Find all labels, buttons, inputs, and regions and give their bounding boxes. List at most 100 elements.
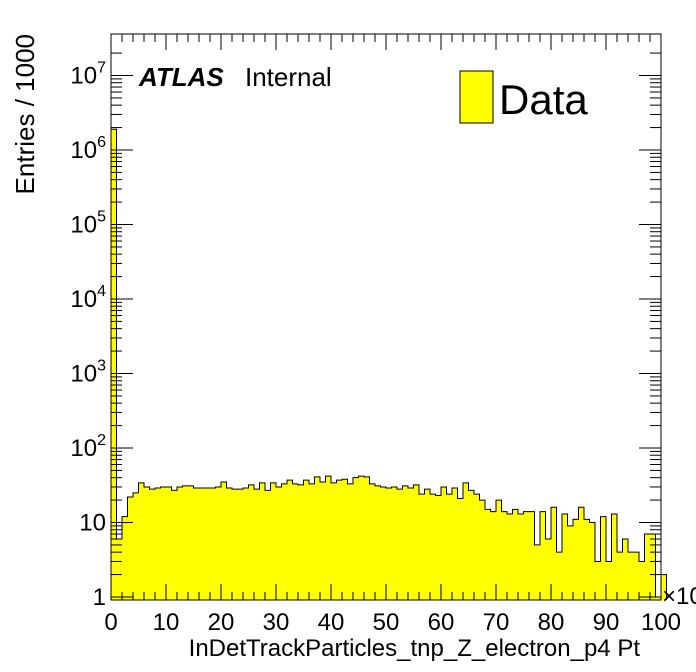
- histogram-bar: [540, 511, 546, 600]
- histogram-bar: [529, 511, 535, 600]
- histogram-bar: [507, 514, 513, 600]
- histogram-bar: [127, 496, 134, 600]
- histogram-bar: [600, 516, 607, 600]
- histogram-bar: [655, 597, 662, 600]
- legend: Data: [459, 70, 588, 124]
- x-tick-label: 90: [593, 609, 620, 636]
- histogram-bar: [177, 486, 183, 600]
- atlas-label: ATLAS Internal: [138, 62, 332, 92]
- histogram-bar: [501, 511, 508, 600]
- histogram-bar: [336, 480, 343, 600]
- x-tick-label: 20: [208, 609, 235, 636]
- x-tick-label: 60: [428, 609, 455, 636]
- histogram-bar: [270, 482, 277, 600]
- histogram-bar: [160, 486, 167, 600]
- legend-label: Data: [499, 76, 588, 123]
- histogram-bar: [391, 486, 398, 600]
- y-tick-label: 10: [79, 510, 106, 537]
- histogram-bar: [397, 489, 403, 600]
- y-tick-base: 1: [93, 584, 106, 611]
- x-tick-labels: 0 10 20 30 40 50 60 70 80 90 100: [104, 609, 681, 636]
- histogram-bar: [204, 488, 211, 600]
- histogram-bar: [512, 509, 519, 600]
- y-tick-exponent: 4: [97, 283, 106, 300]
- histogram-bar: [496, 500, 502, 600]
- histogram-bar: [254, 489, 260, 600]
- histogram-bar: [248, 484, 255, 600]
- histogram-bar: [661, 574, 667, 600]
- histogram-bar: [419, 494, 425, 600]
- histogram-bar: [188, 485, 194, 600]
- histogram-bar: [430, 494, 436, 600]
- histogram-bar: [111, 129, 117, 600]
- x-tick-label: 0: [104, 609, 117, 636]
- histogram-bar: [633, 552, 640, 600]
- legend-swatch: [459, 70, 494, 124]
- histogram-bar: [380, 486, 387, 600]
- histogram-bar: [567, 525, 574, 600]
- histogram-bar: [457, 498, 464, 600]
- histogram-bar: [523, 511, 530, 600]
- histogram-bar: [325, 476, 332, 600]
- histogram-bar: [611, 514, 618, 600]
- histogram-bar: [413, 484, 420, 600]
- histogram-bar: [122, 516, 128, 600]
- histogram-bar: [452, 488, 458, 600]
- histogram-bar: [485, 509, 491, 600]
- histogram-outline: [110, 128, 667, 600]
- y-tick-base: 10: [70, 137, 97, 164]
- y-tick-base: 10: [70, 63, 97, 90]
- x-axis-exponent: ×10: [662, 583, 696, 610]
- y-tick-base: 10: [79, 510, 106, 537]
- histogram-bar: [545, 539, 552, 600]
- y-tick-base: 10: [70, 361, 97, 388]
- x-tick-label: 100: [641, 609, 681, 636]
- histogram-bar: [353, 477, 359, 600]
- histogram-bar: [578, 507, 585, 600]
- histogram-bar: [314, 476, 321, 600]
- y-tick-exponent: 2: [97, 432, 106, 449]
- histogram-bar: [606, 561, 612, 600]
- histogram-bar: [650, 534, 656, 600]
- histogram-bar: [551, 507, 557, 600]
- histogram-bar: [149, 489, 156, 600]
- histogram-bar: [617, 552, 623, 600]
- histogram-bar: [562, 514, 568, 600]
- histogram-bar: [474, 494, 480, 600]
- histogram-bar: [116, 539, 123, 600]
- histogram-bar: [298, 484, 304, 600]
- histogram-bar: [287, 480, 293, 600]
- x-tick-label: 50: [373, 609, 400, 636]
- histogram-bar: [408, 488, 414, 600]
- x-tick-label: 70: [483, 609, 510, 636]
- histogram-bar: [166, 486, 172, 600]
- histogram-bar: [595, 561, 601, 600]
- y-tick-exponent: 7: [97, 60, 106, 77]
- histogram-bar: [375, 485, 381, 600]
- histogram-bar: [292, 483, 299, 600]
- histogram-bar: [628, 552, 634, 600]
- histogram-bar: [479, 500, 486, 600]
- y-tick-exponent: 6: [97, 134, 106, 151]
- histogram-bar: [210, 488, 216, 600]
- y-tick-label: 102: [70, 432, 106, 462]
- y-tick-label: 103: [70, 358, 106, 388]
- histogram-bar: [386, 488, 392, 600]
- y-tick-label: 1: [93, 584, 106, 611]
- histogram-bar: [182, 485, 189, 600]
- y-tick-label: 104: [70, 283, 106, 313]
- x-tick-label: 10: [153, 609, 180, 636]
- histogram-bar: [490, 511, 497, 600]
- histogram-bar: [144, 486, 150, 600]
- histogram-bar: [265, 490, 271, 600]
- histogram-bar: [331, 482, 337, 600]
- y-tick-exponent: 3: [97, 358, 106, 375]
- histogram-bar: [276, 486, 282, 600]
- histogram-bar: [138, 482, 145, 600]
- histogram-bar: [556, 552, 563, 600]
- histogram-bar: [133, 492, 139, 600]
- histogram-bar: [622, 539, 629, 600]
- histogram-bar: [534, 544, 541, 600]
